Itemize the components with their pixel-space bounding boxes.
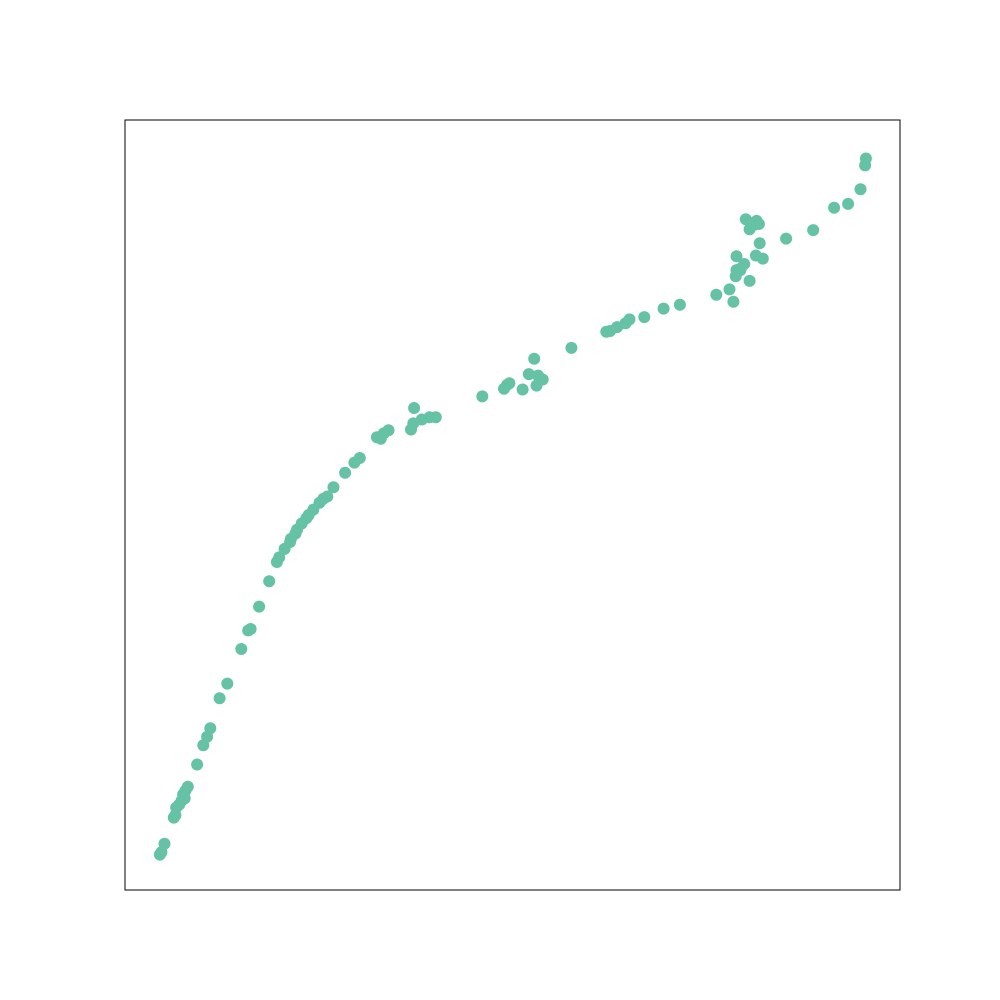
- data-point: [204, 722, 217, 735]
- data-point: [710, 288, 723, 301]
- data-point: [807, 224, 820, 237]
- data-point: [732, 263, 745, 276]
- data-point: [842, 197, 855, 210]
- data-point: [522, 368, 535, 381]
- data-point: [213, 692, 226, 705]
- data-point: [528, 352, 541, 365]
- data-point: [407, 417, 420, 430]
- data-point: [327, 481, 340, 494]
- data-point: [638, 311, 651, 324]
- data-point: [244, 623, 257, 635]
- data-point: [657, 302, 670, 315]
- data-point: [752, 218, 765, 230]
- data-point: [263, 575, 276, 588]
- data-point: [429, 411, 442, 424]
- data-point: [221, 677, 234, 690]
- data-point: [854, 183, 867, 196]
- data-point: [181, 780, 194, 793]
- data-point: [565, 341, 578, 354]
- data-point: [673, 298, 686, 311]
- data-point: [191, 758, 204, 771]
- data-point: [723, 283, 736, 296]
- data-point: [859, 152, 872, 165]
- data-point: [382, 424, 395, 437]
- data-point: [727, 295, 740, 308]
- data-point: [753, 237, 766, 250]
- data-point: [623, 313, 636, 326]
- data-point: [828, 201, 841, 214]
- data-point: [253, 600, 266, 613]
- plot-frame: [124, 119, 901, 891]
- data-points: [153, 152, 872, 861]
- plot-background: [125, 120, 900, 890]
- data-point: [503, 377, 516, 390]
- data-point: [235, 643, 248, 655]
- data-point: [743, 274, 756, 287]
- data-point: [339, 466, 352, 479]
- data-point: [739, 213, 752, 226]
- data-point: [321, 490, 334, 503]
- data-point: [158, 837, 171, 850]
- data-point: [780, 232, 793, 245]
- data-point: [730, 250, 743, 263]
- data-point: [749, 249, 762, 262]
- data-point: [408, 402, 421, 414]
- data-point: [353, 452, 366, 464]
- data-point: [516, 383, 529, 396]
- data-point: [536, 373, 549, 386]
- data-point: [476, 390, 489, 403]
- data-point: [273, 551, 286, 564]
